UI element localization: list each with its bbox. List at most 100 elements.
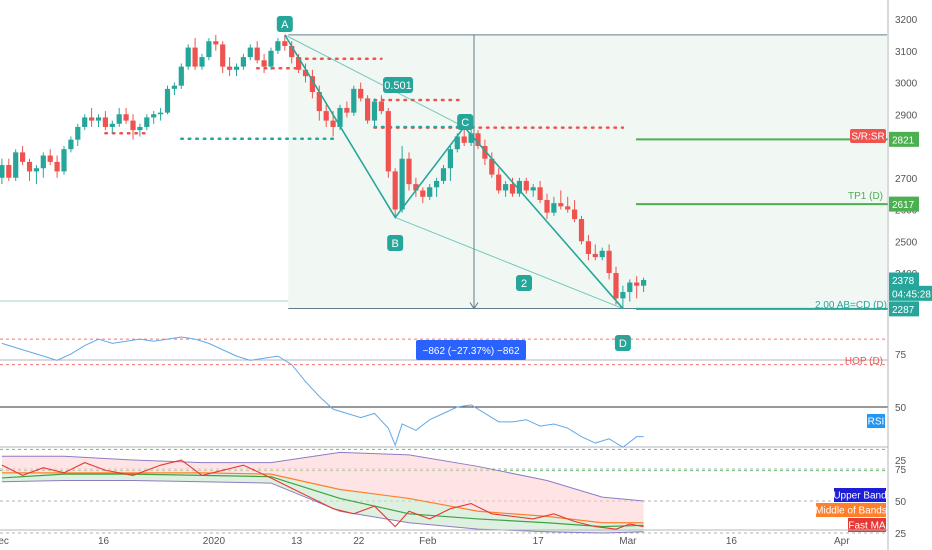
candle — [461, 136, 467, 143]
time-tick: 2020 — [203, 536, 226, 547]
candle — [399, 158, 405, 210]
candle — [47, 155, 53, 162]
ratio-bd: 2 — [521, 278, 527, 290]
candle — [302, 69, 309, 77]
candle — [344, 107, 350, 113]
candle — [109, 123, 115, 127]
candle — [620, 292, 626, 299]
candle — [254, 47, 260, 61]
price-badge: 2617 — [892, 200, 915, 211]
candle — [503, 184, 509, 191]
candle — [13, 152, 19, 178]
candle — [578, 219, 585, 242]
time-tick: Apr — [834, 536, 850, 547]
candle — [164, 88, 171, 113]
candle — [323, 111, 329, 121]
candle — [641, 279, 647, 286]
candle — [227, 66, 233, 70]
time-tick: Feb — [419, 536, 437, 547]
ratio-ab: 0.501 — [384, 80, 412, 92]
candle — [592, 253, 598, 258]
candle — [247, 47, 253, 58]
time-axis: Dec 16 2020 13 22 Feb 17 Mar 16 Apr — [0, 529, 888, 547]
pattern-point-c-box — [457, 114, 474, 130]
candle — [544, 199, 550, 213]
candle — [378, 101, 384, 112]
pattern-point-a-box — [276, 16, 293, 32]
candle — [627, 282, 633, 293]
price-badge: 2287 — [892, 305, 915, 316]
candle — [406, 158, 412, 185]
upper-band-fill — [1, 452, 644, 523]
candle — [572, 209, 578, 220]
level-label-hop: HOP (D) — [845, 356, 883, 367]
band-legend-bg-0 — [834, 488, 886, 502]
candle — [585, 241, 591, 254]
upper-band-line — [1, 451, 644, 502]
candle — [75, 126, 81, 140]
band-legend-2: Fast MA — [848, 521, 886, 532]
candle — [102, 117, 108, 127]
pattern-point-d: D — [619, 338, 627, 350]
lower-band-fill — [1, 472, 644, 533]
level-lines: TP1 (D) 2.00 AB=CD (D) HOP (D) S/R:SR — [104, 57, 888, 367]
candle — [61, 149, 67, 172]
candle — [171, 85, 177, 89]
candle — [158, 112, 164, 115]
lower-band-line — [1, 480, 644, 534]
pattern-point-b: B — [392, 238, 399, 250]
candle — [268, 50, 274, 67]
candle — [454, 136, 460, 150]
band-legend-1: Middle of Bands — [815, 506, 887, 517]
candle — [240, 57, 246, 67]
candle — [434, 180, 440, 188]
candle — [440, 168, 447, 181]
candle — [0, 165, 5, 178]
price-badge: 2378 — [892, 276, 915, 287]
candle — [523, 180, 529, 191]
candle — [365, 98, 371, 121]
candle — [385, 111, 391, 172]
ac-dash-line — [284, 34, 465, 128]
candle — [482, 146, 488, 159]
candle — [606, 250, 612, 273]
pattern-point-a: A — [281, 19, 289, 31]
candle — [261, 60, 267, 67]
ratio-bd-box — [516, 275, 532, 291]
abcd-pattern: A B C D 0.501 2 −862 (−27.37%) −862 — [276, 16, 631, 360]
band-legend-0: Upper Band — [833, 491, 886, 502]
measure-arrow-head — [469, 302, 479, 310]
time-tick: 13 — [291, 536, 303, 547]
time-tick: Dec — [0, 536, 9, 547]
abcd-legs — [284, 34, 624, 310]
candle — [551, 203, 557, 213]
candle — [516, 180, 522, 194]
time-tick: 16 — [98, 536, 110, 547]
candle — [496, 174, 502, 191]
rsi-tick: 75 — [895, 350, 907, 361]
candle — [89, 117, 95, 121]
price-axis: 3200310030002900270026002500240023002821… — [887, 0, 932, 550]
candle — [530, 187, 536, 191]
sr-label: S/R:SR — [851, 132, 884, 143]
candle — [413, 184, 419, 191]
time-tick: 22 — [353, 536, 365, 547]
rsi-panel: RSI — [0, 336, 888, 472]
bands-tick: 75 — [895, 465, 907, 476]
candle — [468, 133, 474, 143]
candle — [233, 66, 240, 70]
rsi-tick: 25 — [895, 456, 907, 467]
candle — [178, 66, 184, 86]
candle — [199, 57, 205, 67]
price-badge-bg — [889, 301, 919, 317]
sr-label-box — [850, 129, 886, 143]
candle — [337, 107, 343, 127]
price-badge: 2821 — [892, 135, 915, 146]
candle — [213, 41, 219, 45]
candle — [420, 190, 426, 197]
candle — [82, 117, 88, 127]
price-tick: 2700 — [895, 174, 918, 185]
rsi-line — [1, 336, 644, 448]
price-tick: 2500 — [895, 237, 918, 248]
